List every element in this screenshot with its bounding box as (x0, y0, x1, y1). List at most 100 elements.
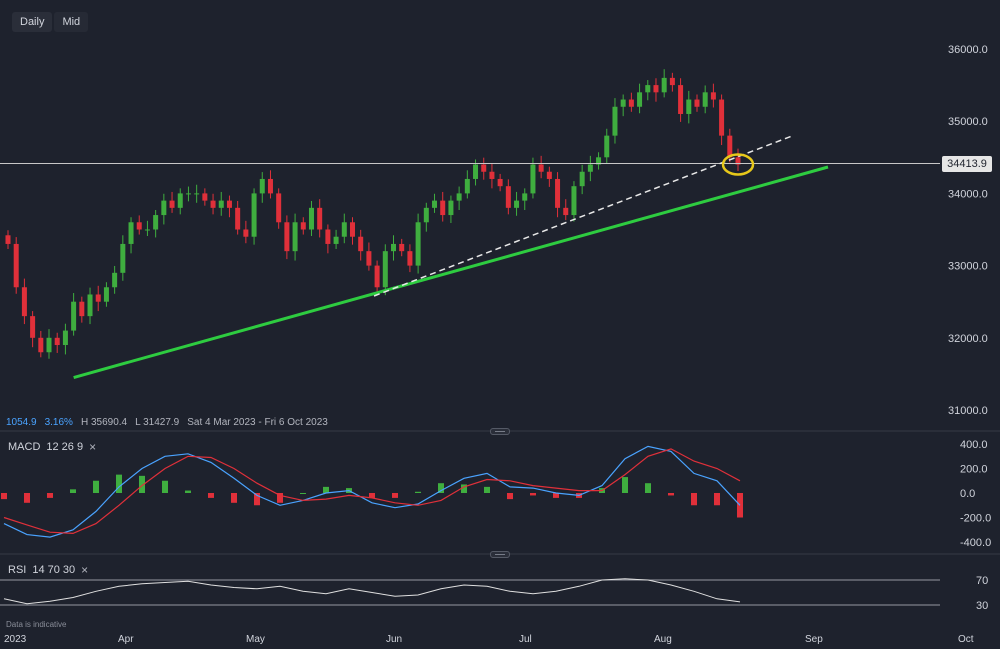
rsi-legend: RSI 14 70 30 × (8, 563, 88, 577)
candle-body (62, 330, 68, 346)
candle-body (21, 287, 27, 317)
pane-resize-handle[interactable] (490, 428, 510, 435)
highlight-circle (721, 153, 755, 176)
candle-body (612, 106, 618, 136)
macd-axis-tick: 400.0 (960, 439, 988, 451)
macd-title: MACD (8, 441, 41, 453)
candle-body (349, 222, 355, 237)
candle-body (735, 157, 741, 165)
candle-body (432, 200, 438, 208)
signal-line (3, 448, 741, 535)
candle-body (694, 99, 700, 107)
candle-body (300, 222, 306, 230)
candle-body (218, 200, 224, 208)
candle-body (653, 85, 659, 93)
candle-body (415, 222, 421, 266)
macd-histogram-bar (668, 493, 674, 496)
time-axis-tick: 2023 (4, 634, 27, 645)
candle-body (727, 135, 733, 158)
high-value: H 35690.4 (80, 417, 128, 428)
price-axis-tick: 33000.0 (948, 261, 988, 273)
macd-histogram-bar (691, 493, 697, 506)
candle-body (358, 236, 364, 252)
candle-body (292, 222, 298, 252)
macd-axis-tick: 0.0 (960, 488, 975, 500)
candle-body (341, 222, 347, 237)
price-type-button[interactable]: Mid (54, 12, 89, 32)
candle-body (243, 229, 249, 237)
rsi-axis-tick: 70 (976, 575, 988, 587)
macd-histogram-bar (530, 493, 536, 496)
candle-body (284, 222, 290, 252)
candle-body (481, 164, 487, 172)
data-disclaimer: Data is indicative (6, 620, 67, 629)
macd-axis-tick: -200.0 (960, 513, 991, 525)
macd-axis-tick: -400.0 (960, 537, 991, 549)
rsi-title: RSI (8, 564, 27, 576)
candle-body (464, 178, 470, 194)
candle-body (251, 193, 257, 237)
candle-body (702, 92, 708, 107)
macd-histogram-bar (162, 480, 168, 493)
macd-histogram-bar (300, 493, 306, 494)
close-icon[interactable]: × (81, 563, 89, 577)
close-icon[interactable]: × (89, 440, 97, 454)
price-axis-tick: 34000.0 (948, 188, 988, 200)
candle-body (71, 301, 77, 331)
macd-histogram-bar (461, 484, 467, 493)
candle-body (308, 207, 314, 230)
candle-body (678, 85, 684, 114)
candle-body (38, 337, 44, 353)
candle-body (194, 193, 200, 195)
candle-body (235, 207, 241, 230)
candle-body (128, 222, 134, 244)
timeframe-button[interactable]: Daily (12, 12, 53, 32)
candle-body (169, 200, 175, 208)
macd-histogram-bar (24, 493, 30, 503)
time-axis-tick: Apr (118, 634, 134, 645)
candle-body (177, 193, 183, 208)
candle-body (112, 272, 118, 288)
candle-body (317, 207, 323, 230)
candle-body (399, 243, 405, 252)
support-trendline (73, 165, 829, 379)
macd-histogram-bar (438, 483, 444, 493)
candle-body (686, 99, 692, 114)
macd-params: 12 26 9 (46, 441, 84, 453)
rsi-line (3, 578, 741, 605)
candle-body (54, 337, 60, 346)
timeframe-toolbar: Daily Mid (12, 12, 89, 32)
candle-body (407, 251, 413, 266)
dashed-trendline (373, 135, 793, 297)
candle-body (538, 164, 544, 172)
time-axis-tick: Jul (519, 634, 532, 645)
candle-body (226, 200, 232, 208)
macd-histogram-bar (93, 480, 99, 493)
candle-body (473, 164, 479, 179)
candle-body (325, 229, 331, 244)
candle-body (489, 171, 495, 179)
rsi-axis-tick: 30 (976, 600, 988, 612)
candle-body (161, 200, 167, 216)
ohlc-stats: 1054.9 3.16% H 35690.4 L 31427.9 Sat 4 M… (6, 417, 328, 428)
macd-histogram-bar (277, 493, 283, 503)
macd-histogram-bar (714, 493, 720, 506)
macd-histogram-bar (484, 486, 490, 493)
macd-histogram-bar (1, 493, 7, 500)
candle-body (144, 229, 150, 231)
macd-histogram-bar (185, 490, 191, 493)
candle-body (79, 301, 85, 317)
price-axis-tick: 31000.0 (948, 405, 988, 417)
candle-body (661, 77, 667, 93)
candle-body (202, 193, 208, 201)
candle-body (555, 178, 561, 208)
macd-histogram-bar (139, 475, 145, 493)
candle-body (710, 92, 716, 100)
date-range: Sat 4 Mar 2023 - Fri 6 Oct 2023 (187, 417, 328, 428)
macd-line (3, 445, 741, 538)
candle-body (13, 243, 19, 288)
candle-body (95, 294, 101, 302)
candle-body (333, 236, 339, 244)
pane-resize-handle[interactable] (490, 551, 510, 558)
